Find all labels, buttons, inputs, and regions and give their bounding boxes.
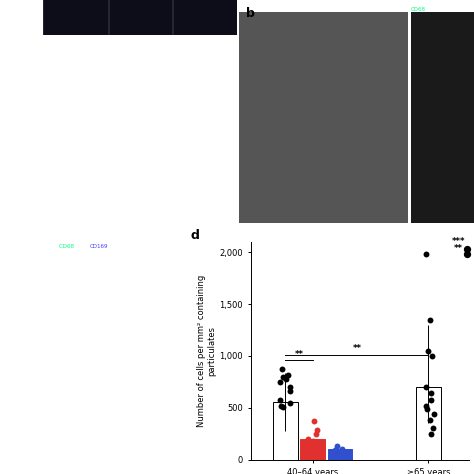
Point (333, 443, 340, 450)
Text: b: b (246, 7, 255, 20)
Point (338, 445, 346, 453)
Point (423, 402, 430, 410)
Point (429, 424, 437, 431)
Text: ***: *** (452, 237, 465, 246)
Point (332, 451, 340, 458)
Point (276, 378, 284, 386)
Point (286, 399, 294, 407)
Point (278, 402, 285, 410)
Point (309, 444, 316, 451)
Point (331, 447, 339, 454)
Text: Particulate: Particulate (356, 7, 388, 12)
Point (304, 435, 311, 443)
Text: CD68: CD68 (59, 244, 76, 249)
Text: **: ** (294, 349, 303, 358)
Point (427, 396, 434, 403)
Point (427, 316, 434, 323)
Bar (301, 439, 325, 460)
Point (463, 245, 470, 253)
Text: **: ** (352, 344, 361, 353)
Bar (410, 12, 474, 223)
Point (426, 417, 434, 424)
Point (424, 347, 432, 355)
Point (278, 365, 285, 373)
Point (463, 250, 470, 258)
Point (310, 418, 318, 425)
Point (422, 383, 430, 391)
Bar (43, 0, 237, 35)
Text: CD68: CD68 (410, 7, 426, 12)
Text: CD169: CD169 (90, 244, 109, 249)
Point (430, 410, 438, 418)
Text: Particulate: Particulate (5, 244, 36, 249)
Point (312, 430, 319, 438)
Bar (239, 12, 408, 223)
Bar (273, 401, 298, 460)
Point (422, 250, 430, 258)
Point (309, 438, 317, 445)
Point (427, 390, 435, 397)
Text: **: ** (454, 244, 463, 253)
Point (279, 403, 287, 411)
Bar (416, 387, 441, 460)
Point (311, 446, 319, 453)
Y-axis label: Number of cells per mm² containing
particulates: Number of cells per mm² containing parti… (197, 274, 217, 427)
Point (279, 373, 286, 381)
Point (313, 426, 320, 433)
Point (286, 383, 294, 391)
Point (286, 387, 293, 395)
Point (276, 396, 284, 403)
Point (309, 440, 317, 448)
Point (423, 405, 430, 413)
Point (428, 430, 435, 438)
Point (284, 371, 292, 378)
Point (282, 375, 290, 383)
Point (428, 352, 436, 360)
Text: d: d (190, 228, 199, 242)
Point (333, 449, 340, 456)
Bar (328, 449, 352, 460)
